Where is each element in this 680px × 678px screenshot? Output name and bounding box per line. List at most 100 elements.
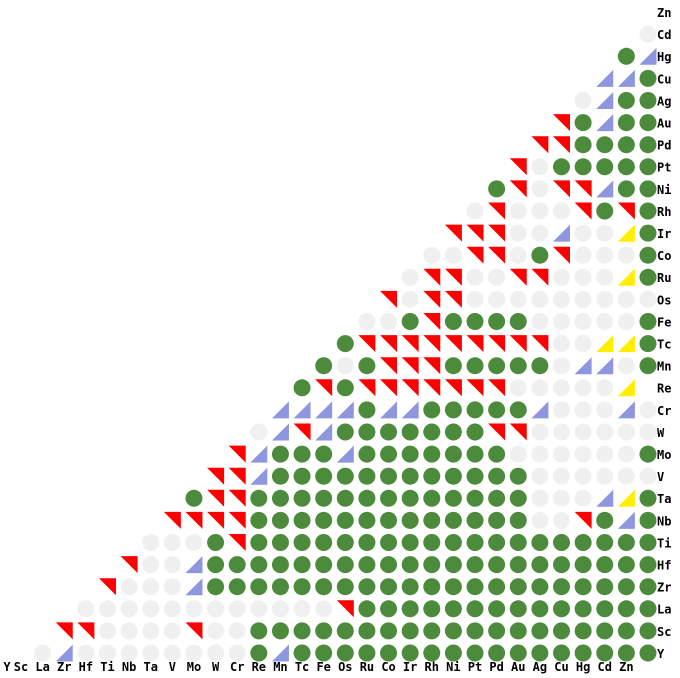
filled-cell	[639, 357, 657, 375]
empty-cell	[574, 489, 592, 507]
empty-cell	[553, 511, 570, 529]
blue-triangle-cell	[596, 180, 614, 198]
filled-cell	[531, 357, 549, 375]
filled-cell	[444, 313, 462, 330]
filled-cell	[639, 600, 657, 618]
filled-cell	[466, 489, 484, 507]
empty-cell	[509, 246, 527, 264]
empty-cell	[574, 467, 592, 485]
filled-cell	[423, 622, 441, 640]
yellow-triangle-cell	[617, 335, 635, 353]
filled-cell	[553, 578, 570, 596]
red-triangle-cell	[98, 578, 116, 596]
filled-cell	[509, 622, 527, 640]
filled-cell	[509, 600, 527, 618]
filled-cell	[531, 622, 549, 640]
filled-cell	[423, 423, 441, 441]
filled-cell	[639, 622, 657, 640]
row-label: Au	[657, 117, 671, 131]
red-triangle-cell	[401, 379, 419, 397]
empty-cell	[617, 246, 635, 264]
empty-cell	[531, 423, 549, 441]
filled-cell	[617, 556, 635, 574]
row-label: Pt	[657, 161, 671, 175]
filled-cell	[250, 578, 268, 596]
empty-cell	[142, 622, 160, 640]
blue-triangle-cell	[250, 445, 268, 463]
column-label: Pd	[489, 660, 503, 674]
empty-cell	[531, 379, 549, 397]
red-triangle-cell	[509, 335, 527, 353]
filled-cell	[488, 180, 506, 198]
filled-cell	[488, 401, 506, 419]
empty-cell	[163, 534, 181, 551]
column-label: Fe	[316, 660, 330, 674]
filled-cell	[358, 467, 376, 485]
empty-cell	[574, 445, 592, 463]
filled-cell	[358, 578, 376, 596]
empty-cell	[142, 600, 160, 618]
filled-cell	[639, 246, 657, 264]
filled-cell	[401, 578, 419, 596]
column-label: Ni	[446, 660, 460, 674]
filled-cell	[271, 534, 289, 551]
row-label: Cu	[657, 72, 671, 86]
empty-cell	[574, 379, 592, 397]
filled-cell	[401, 511, 419, 529]
red-triangle-cell	[380, 335, 398, 353]
filled-cell	[336, 622, 354, 640]
red-triangle-cell	[444, 224, 462, 242]
red-triangle-cell	[77, 622, 95, 640]
blue-triangle-cell	[250, 467, 268, 485]
filled-cell	[336, 335, 354, 353]
filled-cell	[639, 158, 657, 176]
column-label: Hg	[576, 660, 590, 674]
empty-cell	[531, 180, 549, 198]
filled-cell	[423, 644, 441, 662]
empty-cell	[574, 92, 592, 109]
filled-cell	[639, 335, 657, 353]
filled-cell	[574, 158, 592, 176]
red-triangle-cell	[553, 246, 570, 264]
filled-cell	[488, 644, 506, 662]
blue-triangle-cell	[380, 401, 398, 419]
empty-cell	[77, 600, 95, 618]
empty-cell	[509, 290, 527, 308]
row-label: Nb	[657, 514, 671, 528]
filled-cell	[466, 600, 484, 618]
filled-cell	[488, 534, 506, 551]
filled-cell	[466, 556, 484, 574]
filled-cell	[401, 313, 419, 330]
filled-cell	[617, 158, 635, 176]
red-triangle-cell	[207, 489, 225, 507]
red-triangle-cell	[401, 357, 419, 375]
filled-cell	[380, 511, 398, 529]
row-label: Hf	[657, 559, 671, 573]
filled-cell	[380, 644, 398, 662]
empty-cell	[531, 489, 549, 507]
filled-cell	[509, 467, 527, 485]
filled-cell	[617, 578, 635, 596]
red-triangle-cell	[358, 379, 376, 397]
red-triangle-cell	[380, 379, 398, 397]
yellow-triangle-cell	[596, 335, 614, 353]
empty-cell	[553, 423, 570, 441]
filled-cell	[358, 600, 376, 618]
filled-cell	[639, 313, 657, 330]
filled-cell	[553, 556, 570, 574]
filled-cell	[401, 600, 419, 618]
filled-cell	[423, 600, 441, 618]
blue-triangle-cell	[293, 401, 311, 419]
filled-cell	[466, 401, 484, 419]
empty-cell	[574, 290, 592, 308]
empty-cell	[553, 290, 570, 308]
empty-cell	[228, 600, 246, 618]
empty-cell	[574, 423, 592, 441]
empty-cell	[553, 335, 570, 353]
red-triangle-cell	[228, 489, 246, 507]
empty-cell	[509, 224, 527, 242]
filled-cell	[596, 136, 614, 154]
filled-cell	[617, 600, 635, 618]
filled-cell	[293, 379, 311, 397]
